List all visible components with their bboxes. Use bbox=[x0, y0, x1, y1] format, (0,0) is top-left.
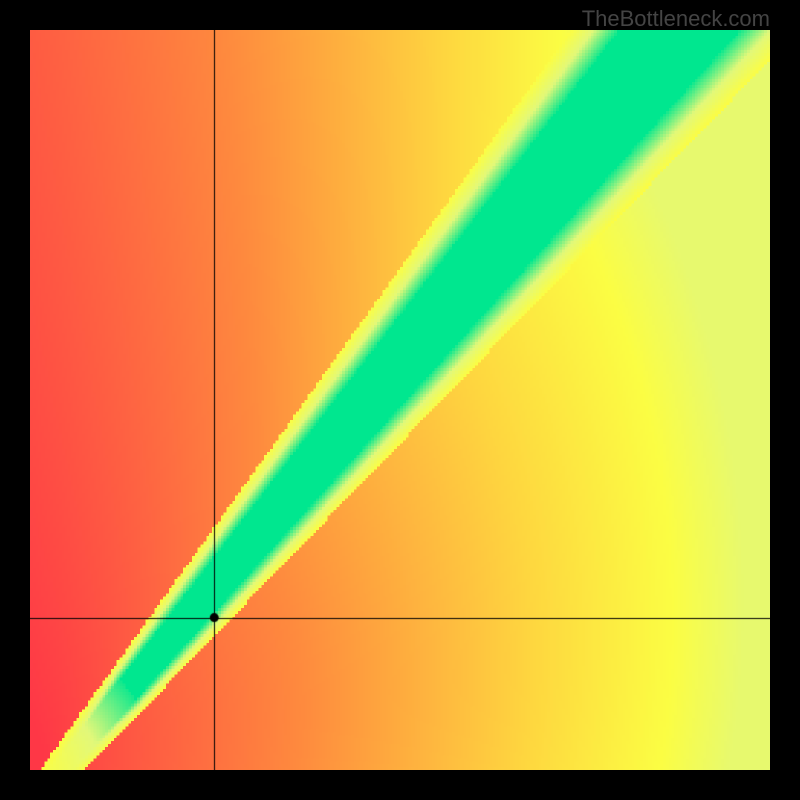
crosshair-overlay bbox=[30, 30, 770, 770]
figure-container: TheBottleneck.com bbox=[0, 0, 800, 800]
watermark-text: TheBottleneck.com bbox=[582, 6, 770, 32]
